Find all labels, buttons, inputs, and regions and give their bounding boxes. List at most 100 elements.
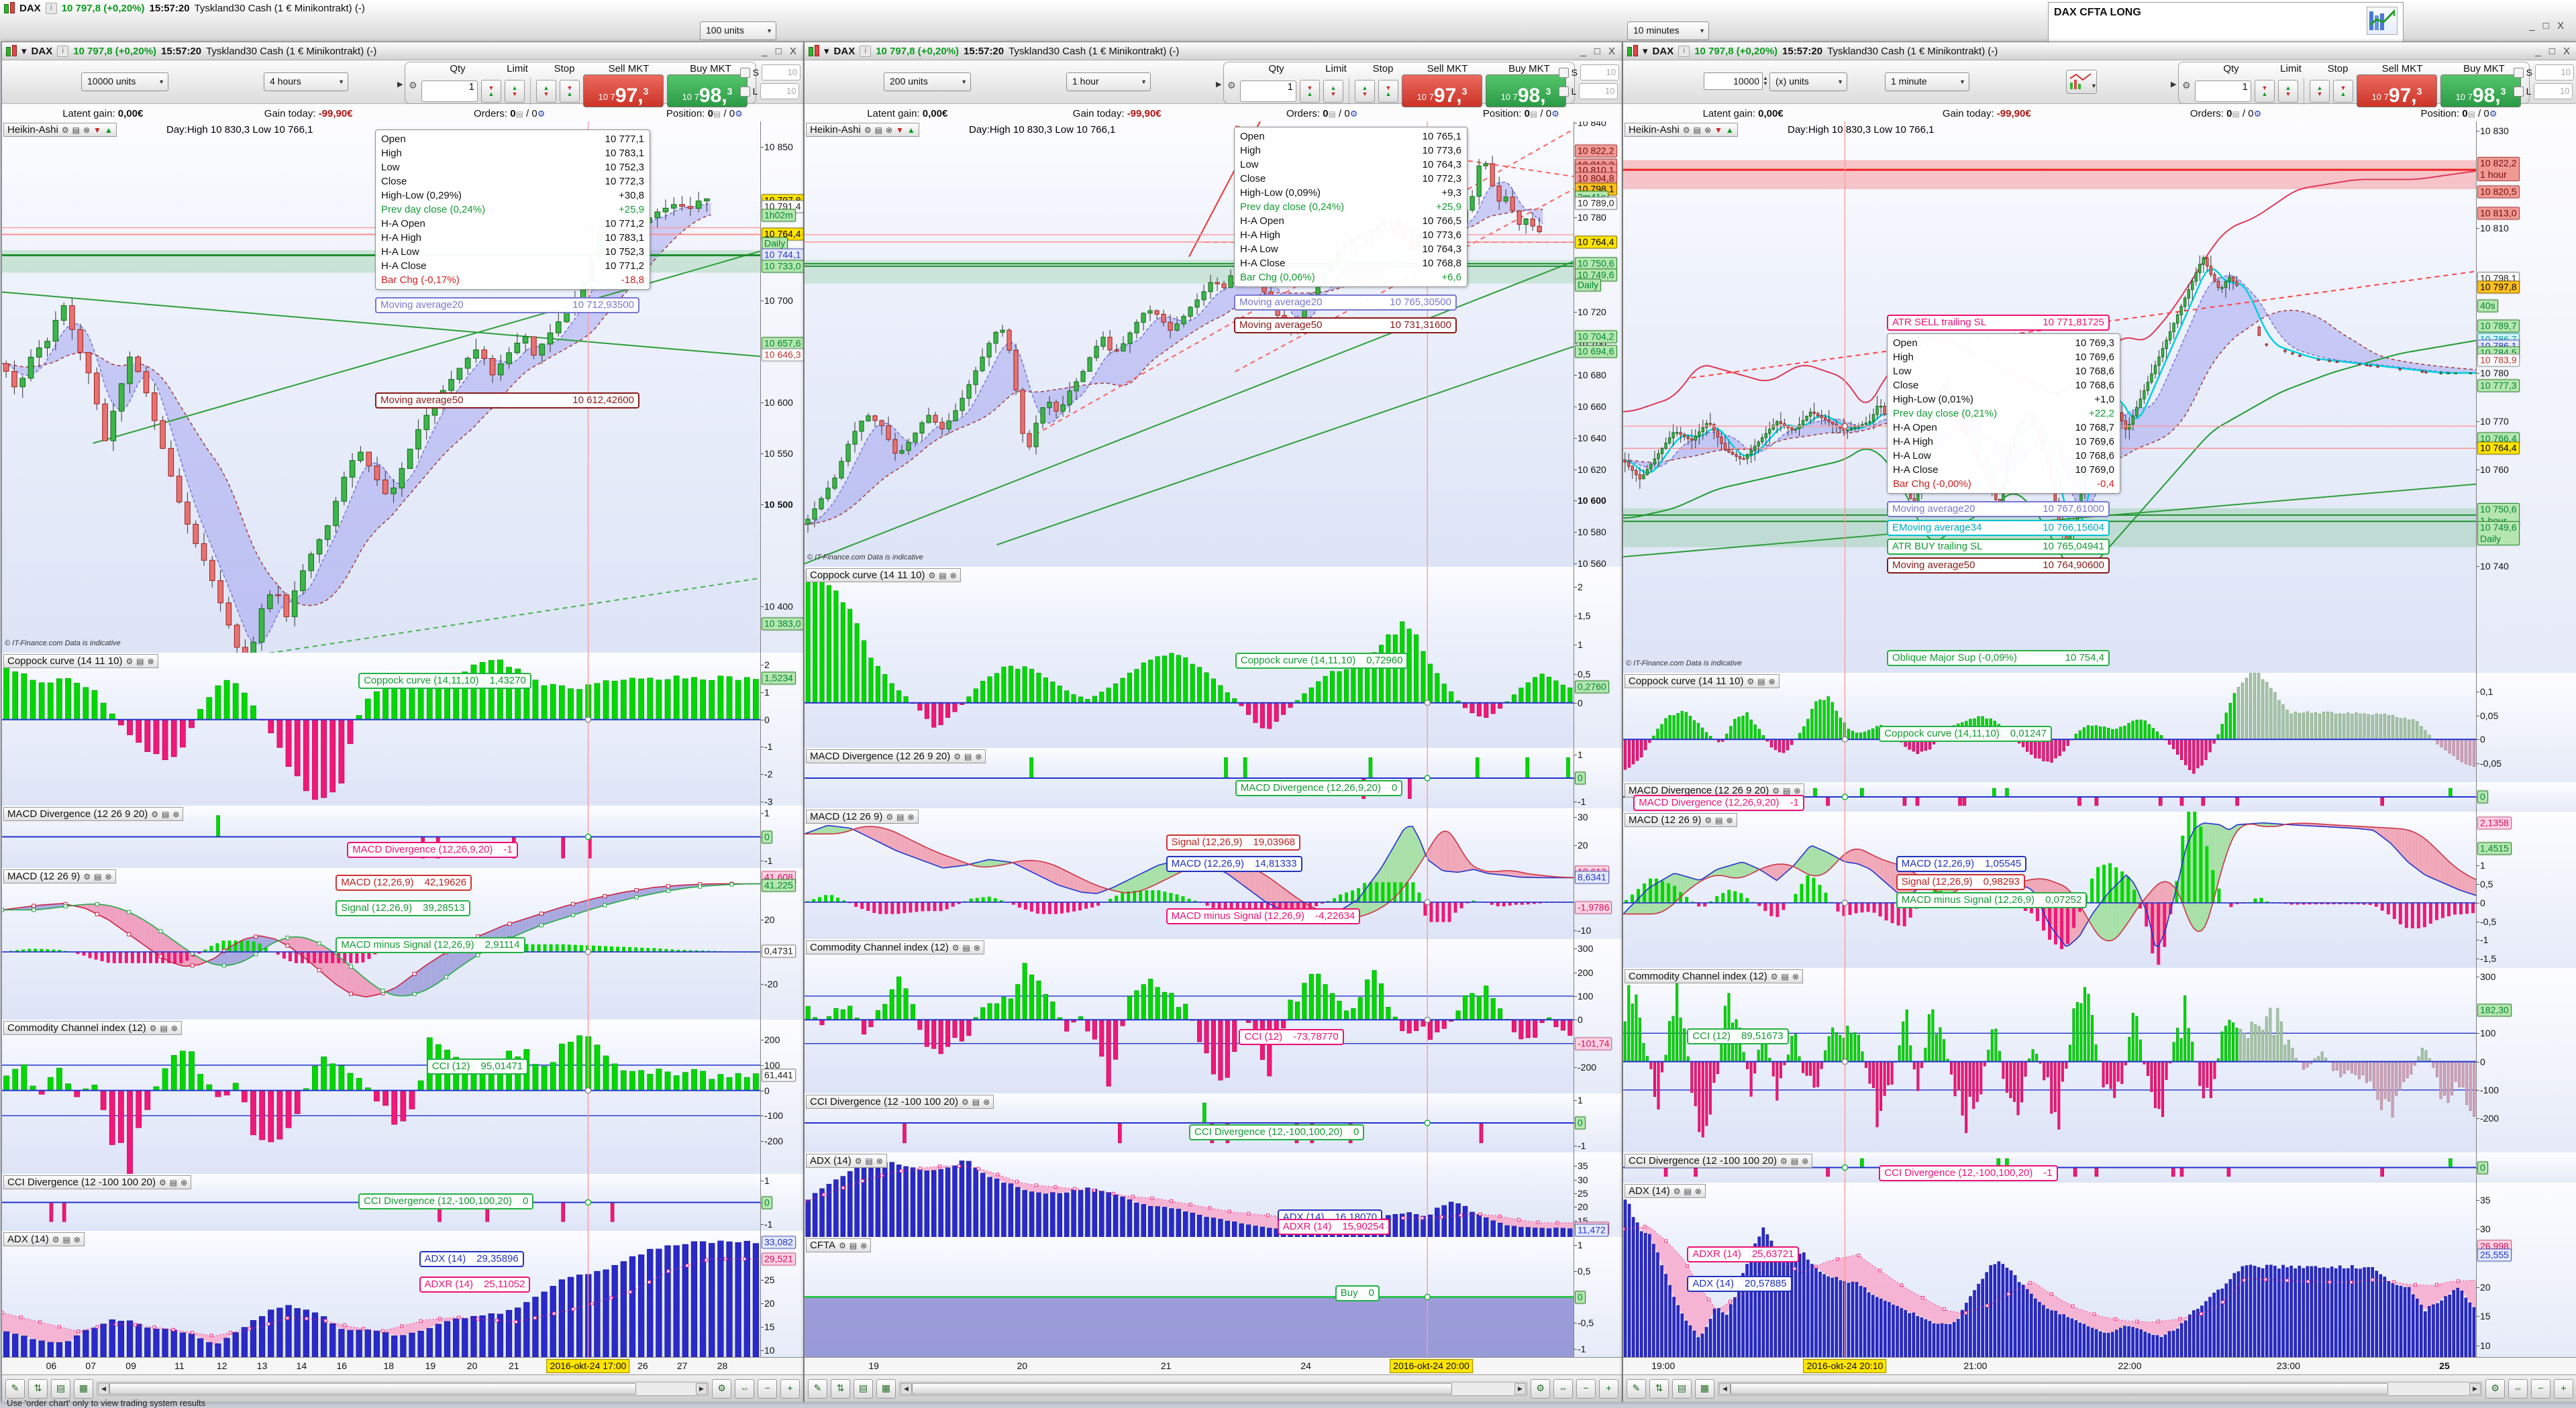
limit-buy-button[interactable]: ▲▼ xyxy=(1323,80,1343,103)
s-checkbox[interactable] xyxy=(2514,68,2524,78)
scroll-right-arrow[interactable]: ▶ xyxy=(2469,1383,2481,1395)
pane-copy-icon[interactable]: ▤ xyxy=(964,752,972,761)
pane-copy-icon[interactable]: ▤ xyxy=(136,657,144,666)
pane-settings-icon[interactable]: ⚙ xyxy=(864,125,872,135)
pane-sell-arrow-icon[interactable]: ▼ xyxy=(896,125,904,135)
candle-style-icon[interactable]: ⇅ xyxy=(831,1379,850,1399)
timeframe-dropdown[interactable]: 4 hours▼ xyxy=(264,72,348,91)
stop-sell-button[interactable]: ▲▼ xyxy=(536,80,556,103)
window-info-icon[interactable]: i xyxy=(1678,46,1690,57)
zoom-out-icon[interactable]: − xyxy=(1576,1379,1596,1399)
pane-settings-icon[interactable]: ⚙ xyxy=(159,1178,166,1187)
limit-sell-button[interactable]: ▼▲ xyxy=(1300,80,1320,103)
pane-close-icon[interactable]: ⊗ xyxy=(886,125,892,135)
orders-gear-icon[interactable]: ⚙ xyxy=(2254,109,2262,119)
zoom-fit-icon[interactable]: ⇔ xyxy=(735,1379,754,1399)
units-type-dropdown[interactable]: (x) units▼ xyxy=(1769,72,1847,91)
s-checkbox[interactable] xyxy=(1559,68,1569,78)
scroll-left-arrow[interactable]: ◀ xyxy=(98,1383,109,1395)
pane-copy-icon[interactable]: ▤ xyxy=(1783,786,1790,796)
layout-icon[interactable]: ▦ xyxy=(876,1379,896,1399)
orders-gear-icon[interactable]: ⚙ xyxy=(1350,109,1358,119)
pane-buy-arrow-icon[interactable]: ▲ xyxy=(105,125,113,135)
pane-copy-icon[interactable]: ▤ xyxy=(62,1235,70,1244)
pane-close-icon[interactable]: ⊗ xyxy=(1704,125,1711,135)
timeframe-dropdown[interactable]: 1 hour▼ xyxy=(1066,72,1151,91)
background-timeframe-dropdown[interactable]: 10 minutes▼ xyxy=(1627,21,1709,40)
scroll-right-arrow[interactable]: ▶ xyxy=(1514,1383,1526,1395)
pane-close-icon[interactable]: ⊗ xyxy=(1695,1187,1702,1196)
qty-input[interactable]: 1 xyxy=(2195,80,2251,102)
pane-settings-icon[interactable]: ⚙ xyxy=(62,125,69,135)
chart-scrollbar[interactable]: ◀▶ xyxy=(1718,1382,2482,1396)
pane-copy-icon[interactable]: ▤ xyxy=(1715,816,1722,825)
pane-settings-icon[interactable]: ⚙ xyxy=(83,872,91,881)
pane-settings-icon[interactable]: ⚙ xyxy=(1704,816,1712,825)
pane-copy-icon[interactable]: ▤ xyxy=(865,1156,872,1166)
position-gear-icon[interactable]: ⚙ xyxy=(2489,109,2497,119)
pane-copy-icon[interactable]: ▤ xyxy=(1694,125,1701,135)
pane-settings-icon[interactable]: ⚙ xyxy=(150,1024,157,1033)
position-gear-icon[interactable]: ⚙ xyxy=(735,109,743,119)
chart-scrollbar[interactable]: ◀▶ xyxy=(899,1382,1527,1396)
units-dropdown[interactable]: 10000 units▼ xyxy=(81,72,168,91)
pane-copy-icon[interactable]: ▤ xyxy=(1782,972,1789,981)
pane-settings-icon[interactable]: ⚙ xyxy=(52,1235,60,1244)
pane-settings-icon[interactable]: ⚙ xyxy=(1771,972,1778,981)
pane-settings-icon[interactable]: ⚙ xyxy=(1673,1187,1681,1196)
pane-close-icon[interactable]: ⊗ xyxy=(1802,1156,1808,1166)
qty-input[interactable]: 1 xyxy=(421,80,478,102)
l-value-input[interactable]: 10 xyxy=(2534,83,2573,99)
pane-close-icon[interactable]: ⊗ xyxy=(181,1178,187,1187)
pane-copy-icon[interactable]: ▤ xyxy=(72,125,80,135)
pane-close-icon[interactable]: ⊗ xyxy=(975,752,982,761)
pane-settings-icon[interactable]: ⚙ xyxy=(952,943,960,953)
window-controls[interactable]: _ □ X xyxy=(762,46,799,57)
window-info-icon[interactable]: i xyxy=(860,46,871,57)
l-checkbox[interactable] xyxy=(1559,87,1569,97)
pane-close-icon[interactable]: ⊗ xyxy=(74,1235,81,1244)
pane-close-icon[interactable]: ⊗ xyxy=(983,1097,990,1107)
window-info-icon[interactable]: i xyxy=(57,46,68,57)
s-value-input[interactable]: 10 xyxy=(2535,64,2574,80)
zoom-fit-icon[interactable]: ⇔ xyxy=(1553,1379,1573,1399)
stop-buy-button[interactable]: ▼▲ xyxy=(560,80,580,103)
pane-copy-icon[interactable]: ▤ xyxy=(1684,1187,1691,1196)
pane-close-icon[interactable]: ⊗ xyxy=(860,1241,867,1250)
pane-settings-icon[interactable]: ⚙ xyxy=(1772,786,1780,796)
info-icon[interactable]: i xyxy=(46,3,57,14)
chart-type-button[interactable]: ▼ xyxy=(2066,70,2097,94)
pane-close-icon[interactable]: ⊗ xyxy=(1726,816,1733,825)
pane-sell-arrow-icon[interactable]: ▼ xyxy=(1714,125,1722,135)
l-value-input[interactable]: 10 xyxy=(1579,83,1618,99)
s-value-input[interactable]: 10 xyxy=(762,64,801,80)
ticket-settings-icon[interactable]: ⚙ xyxy=(2182,80,2191,91)
pane-close-icon[interactable]: ⊗ xyxy=(1792,972,1799,981)
pane-settings-icon[interactable]: ⚙ xyxy=(1780,1156,1788,1166)
stop-buy-button[interactable]: ▼▲ xyxy=(1378,80,1398,103)
limit-buy-button[interactable]: ▲▼ xyxy=(505,80,525,103)
pane-copy-icon[interactable]: ▤ xyxy=(896,812,904,822)
pane-settings-icon[interactable]: ⚙ xyxy=(151,810,158,819)
pane-copy-icon[interactable]: ▤ xyxy=(94,872,101,881)
ticket-settings-icon[interactable]: ⚙ xyxy=(1227,80,1236,91)
position-gear-icon[interactable]: ⚙ xyxy=(1551,109,1559,119)
pane-close-icon[interactable]: ⊗ xyxy=(876,1156,883,1166)
pane-close-icon[interactable]: ⊗ xyxy=(83,125,90,135)
l-checkbox[interactable] xyxy=(2514,87,2524,97)
pane-close-icon[interactable]: ⊗ xyxy=(1769,677,1775,686)
zoom-out-icon[interactable]: − xyxy=(2531,1379,2551,1399)
pane-close-icon[interactable]: ⊗ xyxy=(1794,786,1800,796)
scroll-thumb[interactable] xyxy=(912,1383,1452,1395)
pane-buy-arrow-icon[interactable]: ▲ xyxy=(1726,125,1734,135)
pane-close-icon[interactable]: ⊗ xyxy=(974,943,980,953)
data-table-icon[interactable]: ▤ xyxy=(1672,1379,1692,1399)
pane-sell-arrow-icon[interactable]: ▼ xyxy=(93,125,101,135)
pane-settings-icon[interactable]: ⚙ xyxy=(839,1241,846,1250)
data-table-icon[interactable]: ▤ xyxy=(854,1379,873,1399)
scroll-thumb[interactable] xyxy=(109,1383,636,1395)
s-value-input[interactable]: 10 xyxy=(1580,64,1619,80)
